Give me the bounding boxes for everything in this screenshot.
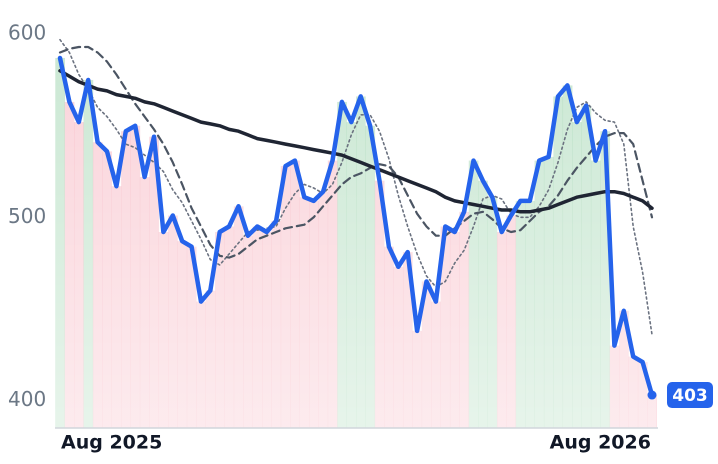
y-tick-label: 400 xyxy=(8,387,46,411)
series-line xyxy=(58,69,654,214)
x-tick-label: Aug 2025 xyxy=(61,432,162,454)
y-tick-label: 600 xyxy=(8,21,46,45)
series-line xyxy=(57,55,655,398)
y-tick-label: 500 xyxy=(8,204,46,228)
x-tick-label: Aug 2026 xyxy=(550,432,651,454)
series-line xyxy=(58,45,654,259)
last-value-badge xyxy=(667,382,713,409)
last-value-label: 403 xyxy=(672,386,708,406)
last-point xyxy=(647,390,657,400)
band-fade xyxy=(55,25,657,428)
